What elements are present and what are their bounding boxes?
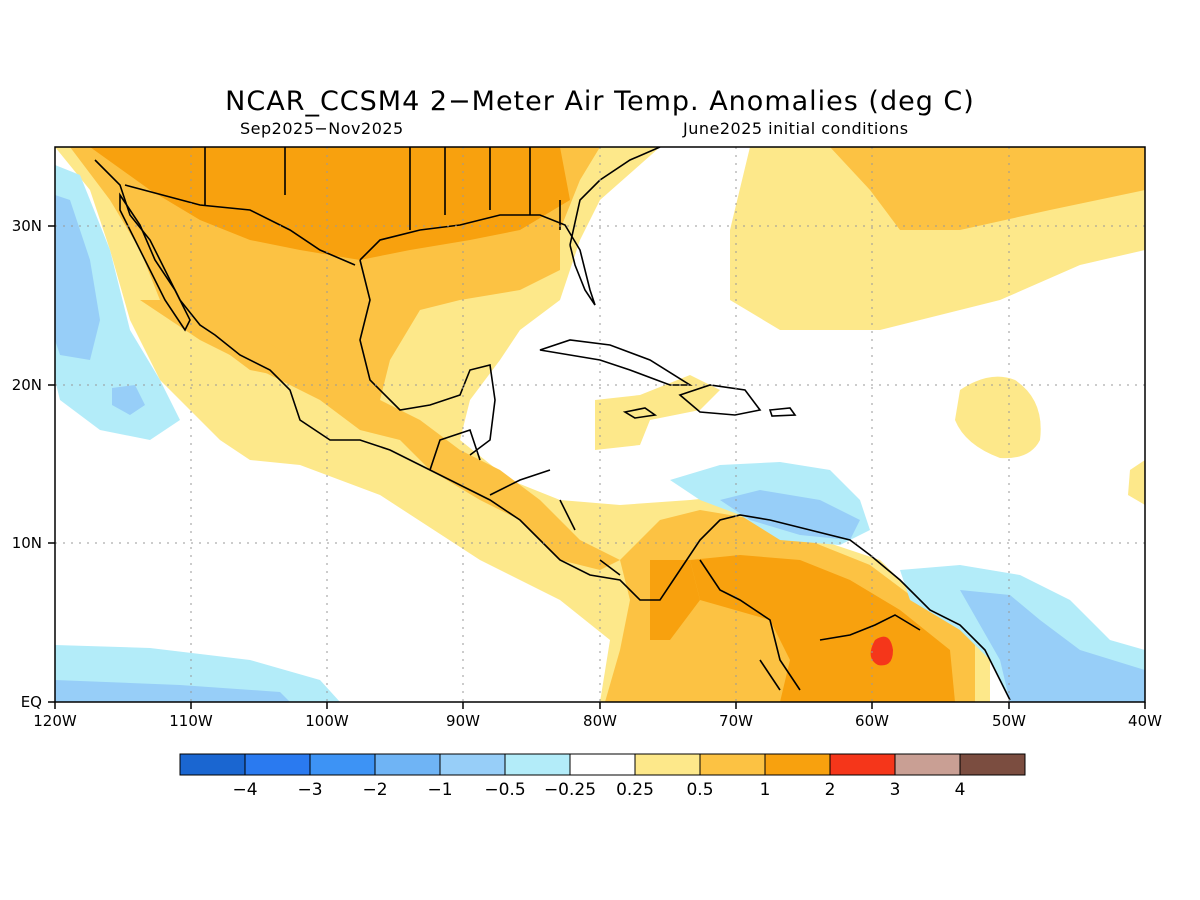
- colorbar-swatch: [569, 753, 636, 776]
- lon-label: 80W: [583, 712, 617, 730]
- anomaly-region-lightblue-caribbean: [720, 490, 860, 540]
- borders-us-states: [204, 147, 561, 230]
- anomaly-region-atlantic-yellow-2: [955, 376, 1041, 459]
- colorbar-swatch: [894, 753, 961, 776]
- lon-label: 40W: [1128, 712, 1162, 730]
- lat-label: 30N: [12, 217, 42, 235]
- colorbar-label: −3: [297, 780, 322, 800]
- anomaly-region-orange-sa-2: [650, 560, 700, 640]
- anomaly-region-red: [870, 636, 893, 666]
- colorbar-label: 2: [825, 780, 836, 800]
- border-us-mexico: [124, 184, 356, 266]
- coastlines: [94, 147, 1011, 701]
- lon-label: 100W: [305, 712, 349, 730]
- colorbar-label: −4: [232, 780, 257, 800]
- colorbar-swatch: [179, 753, 246, 776]
- lon-labels: 120W 110W 100W 90W 80W 70W 60W 50W 40W: [33, 712, 1162, 730]
- season-label: Sep2025−Nov2025: [240, 119, 404, 138]
- coastline-north-america: [94, 159, 1011, 701]
- colorbar-label: −0.25: [544, 780, 596, 800]
- coastline-south-america-interior: [699, 559, 921, 691]
- anomaly-region-gold-atl: [830, 147, 1145, 230]
- lat-label: EQ: [21, 693, 42, 711]
- colorbar-label: −1: [427, 780, 452, 800]
- coastline-puerto-rico: [768, 407, 797, 417]
- anomaly-region-gold-mx: [140, 300, 620, 570]
- borders-central-america: [429, 428, 621, 576]
- colorbar-swatch: [634, 753, 701, 776]
- colorbar-swatch: [374, 753, 441, 776]
- colorbar-label: 4: [955, 780, 966, 800]
- colorbar-label: −0.5: [484, 780, 525, 800]
- anomaly-region-lightblue-pacific-2: [112, 385, 145, 415]
- lon-label: 60W: [855, 712, 889, 730]
- anomaly-region-orange-sa: [690, 555, 955, 702]
- coastline-gulf: [359, 259, 496, 456]
- colorbar-swatch: [959, 753, 1026, 776]
- colorbar-label: −2: [362, 780, 387, 800]
- lon-label: 70W: [719, 712, 753, 730]
- lat-labels: EQ 10N 20N 30N: [12, 217, 42, 711]
- coastline-jamaica: [622, 407, 658, 419]
- colorbar-swatch: [244, 753, 311, 776]
- axis-ticks: [48, 225, 1146, 709]
- colorbar-swatch: [439, 753, 506, 776]
- map-title: NCAR_CCSM4 2−Meter Air Temp. Anomalies (…: [225, 86, 975, 117]
- anomaly-region-east-yellow: [1128, 460, 1145, 505]
- anomaly-region-pale-cyan-pacific: [55, 165, 180, 440]
- lon-label: 50W: [992, 712, 1026, 730]
- lat-label: 10N: [12, 534, 42, 552]
- gridlines: [55, 147, 1145, 702]
- anomaly-fill: [55, 147, 1145, 702]
- anomaly-region-lightblue-pacific: [55, 195, 100, 360]
- lon-label: 90W: [446, 712, 480, 730]
- colorbar-swatch: [309, 753, 376, 776]
- colorbar-label: 0.5: [686, 780, 713, 800]
- lat-label: 20N: [12, 376, 42, 394]
- anomaly-region-lightblue-atlantic: [960, 590, 1145, 702]
- coastline-baja: [119, 192, 191, 332]
- anomaly-region-caribbean-yellow: [595, 375, 720, 450]
- colorbar-swatch: [764, 753, 831, 776]
- lon-label: 120W: [33, 712, 77, 730]
- anomaly-region-orange-na: [90, 147, 570, 260]
- lon-label: 110W: [169, 712, 213, 730]
- coastline-us-gulf: [359, 214, 596, 306]
- colorbar-label: 1: [760, 780, 771, 800]
- colorbar-label: 3: [890, 780, 901, 800]
- colorbar-swatch: [699, 753, 766, 776]
- colorbar: −4 −3 −2 −1 −0.5 −0.25 0.25 0.5 1 2 3 4: [179, 753, 1026, 800]
- colorbar-swatch: [829, 753, 896, 776]
- anomaly-region-lightblue-eqpac: [55, 680, 290, 702]
- init-conditions-label: June2025 initial conditions: [683, 119, 909, 138]
- colorbar-swatch: [504, 753, 571, 776]
- coastline-hispaniola: [678, 384, 762, 416]
- colorbar-label: 0.25: [616, 780, 654, 800]
